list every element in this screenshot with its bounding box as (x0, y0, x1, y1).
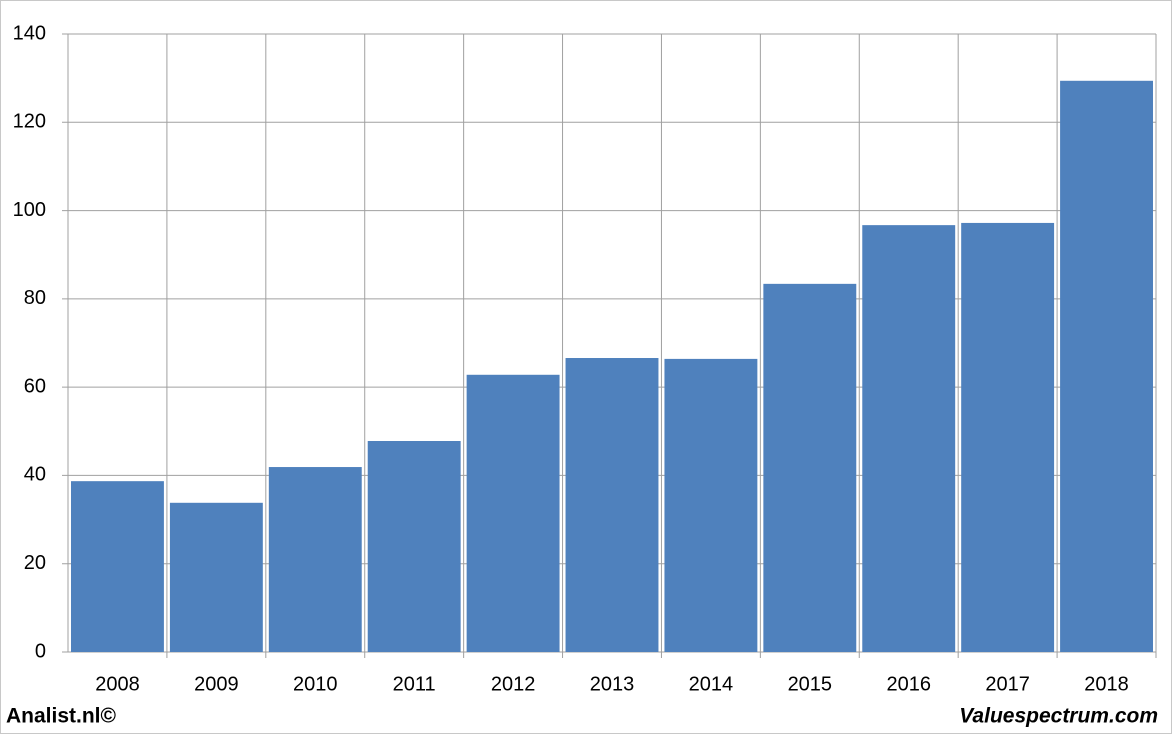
y-tick-label: 120 (13, 111, 46, 133)
y-tick-label: 0 (35, 640, 46, 662)
y-tick-label: 40 (24, 464, 46, 486)
x-tick-label: 2010 (293, 673, 338, 695)
source-left: Analist.nl© (6, 705, 117, 728)
y-tick-label: 80 (24, 287, 46, 309)
x-tick-label: 2017 (985, 673, 1030, 695)
y-tick-label: 140 (13, 22, 46, 44)
bar (169, 502, 263, 652)
x-tick-label: 2012 (491, 673, 536, 695)
x-tick-label: 2014 (689, 673, 734, 695)
x-tick-label: 2008 (95, 673, 140, 695)
bar (466, 374, 560, 652)
bar (367, 440, 461, 652)
x-tick-label: 2018 (1084, 673, 1129, 695)
x-tick-label: 2016 (886, 673, 931, 695)
bar (71, 481, 164, 652)
bar (268, 467, 362, 652)
bar (1060, 80, 1153, 652)
x-tick-label: 2015 (788, 673, 833, 695)
x-tick-label: 2013 (590, 673, 635, 695)
y-tick-label: 60 (24, 375, 46, 397)
y-tick-label: 20 (24, 552, 46, 574)
y-tick-label: 100 (13, 199, 46, 221)
bar (961, 222, 1055, 652)
bar (664, 358, 758, 652)
bar (763, 283, 857, 652)
source-right: Valuespectrum.com (959, 705, 1158, 728)
x-tick-label: 2009 (194, 673, 239, 695)
bar (565, 358, 659, 652)
x-tick-label: 2011 (393, 673, 436, 695)
bar (862, 225, 956, 653)
